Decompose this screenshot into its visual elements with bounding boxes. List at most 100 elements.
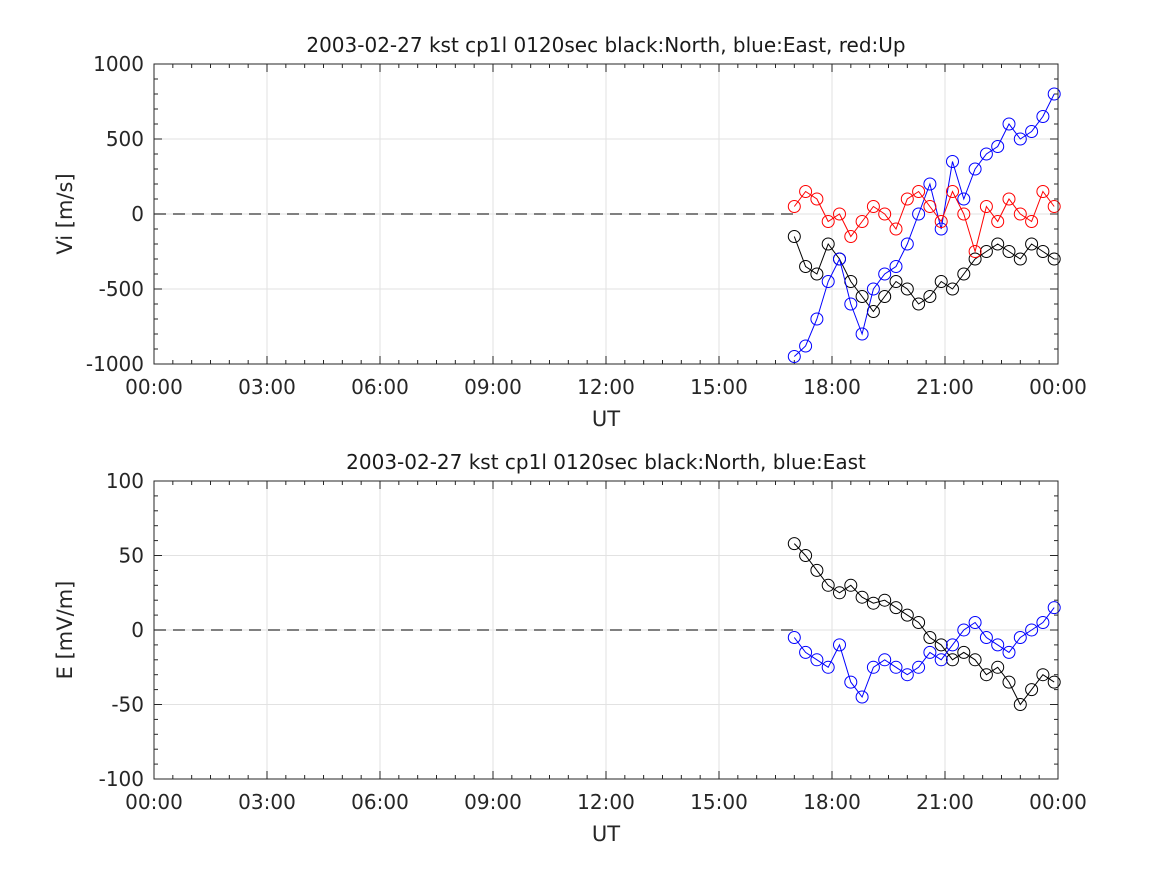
panel-0-point-east	[968, 162, 982, 176]
panel-0-x-tick-label: 15:00	[690, 375, 748, 399]
panel-0-point-east	[866, 282, 880, 296]
panel-0-series-north-line	[793, 236, 1055, 313]
panel-0-point-east	[957, 192, 971, 206]
panel-0-x-tick-label: 09:00	[464, 375, 522, 399]
panel-0-axes-frame	[153, 63, 1059, 365]
panel-1-series-north-line	[793, 543, 1055, 706]
panel-0-point-east	[844, 297, 858, 311]
panel-1-point-north	[957, 645, 971, 659]
panel-1-x-tick-label: 15:00	[690, 790, 748, 814]
panel-0-x-tick-label: 12:00	[577, 375, 635, 399]
panel-0-point-up	[923, 200, 937, 213]
panel-0-point-up	[1002, 192, 1016, 206]
panel-0-x-axis-label: UT	[592, 407, 620, 431]
panel-0-point-up	[833, 207, 846, 221]
panel-1-point-east	[855, 690, 869, 704]
panel-1-point-north	[912, 616, 926, 629]
panel-0-point-east	[810, 312, 824, 326]
panel-1-axes-frame	[153, 480, 1059, 780]
panel-0-point-up	[991, 215, 1005, 228]
panel-1-x-tick-label: 18:00	[803, 790, 861, 814]
panel-1-y-axis-label: E [mV/m]	[53, 581, 77, 680]
panel-0-y-tick-label: -500	[99, 277, 144, 301]
panel-1-point-east	[799, 645, 813, 659]
panel-0-point-up	[1025, 215, 1039, 228]
panel-1-point-north	[934, 638, 948, 652]
panel-0-point-east	[855, 327, 869, 341]
panel-0-point-north	[934, 275, 948, 288]
panel-0-title: 2003-02-27 kst cp1l 0120sec black:North,…	[306, 33, 905, 57]
panel-1-point-east	[979, 631, 993, 644]
panel-1-point-east	[1013, 631, 1027, 644]
panel-0-point-east	[833, 252, 846, 266]
panel-0-point-north	[889, 275, 903, 288]
panel-1-y-tick-label: 0	[131, 618, 144, 642]
panel-1-point-east	[991, 638, 1005, 652]
panel-0-point-north	[855, 290, 869, 303]
panel-0-point-north	[1002, 245, 1016, 258]
panel-1-series-east-line	[793, 607, 1055, 699]
panel-1-x-axis-label: UT	[592, 822, 620, 846]
panel-1-point-north	[991, 660, 1005, 674]
panel-1-point-east	[1036, 616, 1050, 629]
panel-1-point-north	[1013, 698, 1027, 711]
panel-1-point-north	[1036, 668, 1050, 682]
panel-1-point-east	[968, 616, 982, 629]
panel-1-y-tick-label: 50	[119, 544, 144, 568]
panel-0-y-axis-label: Vi [m/s]	[53, 173, 77, 254]
panel-0-point-up	[968, 245, 982, 258]
panel-1-point-east	[889, 660, 903, 674]
panel-0-point-north	[1036, 245, 1050, 258]
panel-0-point-north	[900, 282, 914, 296]
panel-1-point-east	[946, 638, 959, 652]
panel-electric-field: 00:00 03:00 06:00 09:00 12:00 15:00 18:00 21:00…	[53, 450, 1087, 846]
panel-1-point-east	[1025, 623, 1039, 637]
panel-0-y-tick-label: -1000	[86, 352, 144, 376]
panel-0-point-up	[900, 192, 914, 206]
panel-0-point-north	[787, 230, 801, 243]
panel-1-x-tick-label: 12:00	[577, 790, 635, 814]
panel-0-point-north	[799, 260, 813, 273]
panel-1-point-north	[946, 653, 959, 667]
panel-1-point-north	[855, 590, 869, 604]
panel-0-point-east	[1047, 87, 1061, 101]
panel-1-title: 2003-02-27 kst cp1l 0120sec black:North,…	[346, 450, 866, 474]
panel-1-point-north	[1025, 683, 1039, 697]
panel-0-y-tick-label: 500	[106, 127, 144, 151]
panel-0-point-east	[1002, 117, 1016, 131]
panel-0-point-east	[912, 207, 926, 221]
panel-0-point-east	[787, 350, 801, 363]
panel-0-point-east	[923, 177, 937, 191]
panel-0-point-north	[810, 267, 824, 281]
panel-velocity: 00:00 03:00 06:00 09:00 12:00 15:00 18:00 21:00…	[53, 33, 1087, 431]
panel-1-point-north	[1002, 675, 1016, 689]
panel-0-point-east	[1036, 110, 1050, 123]
panel-1-point-north	[923, 631, 937, 644]
panel-0-point-north	[923, 290, 937, 303]
panel-0-point-east	[821, 275, 835, 288]
panel-1-x-tick-label: 03:00	[238, 790, 296, 814]
panel-1-x-tick-label: 09:00	[464, 790, 522, 814]
panel-1-point-east	[957, 623, 971, 637]
panel-0-point-up	[1036, 185, 1050, 198]
panel-1-x-tick-label: 00:00	[1029, 790, 1087, 814]
panel-1-point-north	[833, 586, 846, 600]
panel-0-x-tick-label: 03:00	[238, 375, 296, 399]
panel-0-x-tick-label: 21:00	[916, 375, 974, 399]
panel-0-point-up	[1047, 200, 1061, 213]
panel-0-point-north	[1047, 252, 1061, 266]
panel-1-point-east	[821, 660, 835, 674]
panel-1-point-east	[934, 653, 948, 667]
panel-0-point-east	[1025, 125, 1039, 138]
panel-0-point-up	[957, 207, 971, 221]
panel-0-y-tick-label: 1000	[93, 52, 144, 76]
panel-0-point-east	[979, 147, 993, 161]
panel-0-x-tick-label: 06:00	[351, 375, 409, 399]
panel-1-point-north	[889, 601, 903, 615]
panel-1-y-tick-label: 100	[106, 469, 144, 493]
panel-0-point-up	[866, 200, 880, 213]
panel-0-point-up	[844, 230, 858, 243]
panel-1-y-tick-label: -50	[111, 693, 144, 717]
panel-1-x-tick-label: 21:00	[916, 790, 974, 814]
